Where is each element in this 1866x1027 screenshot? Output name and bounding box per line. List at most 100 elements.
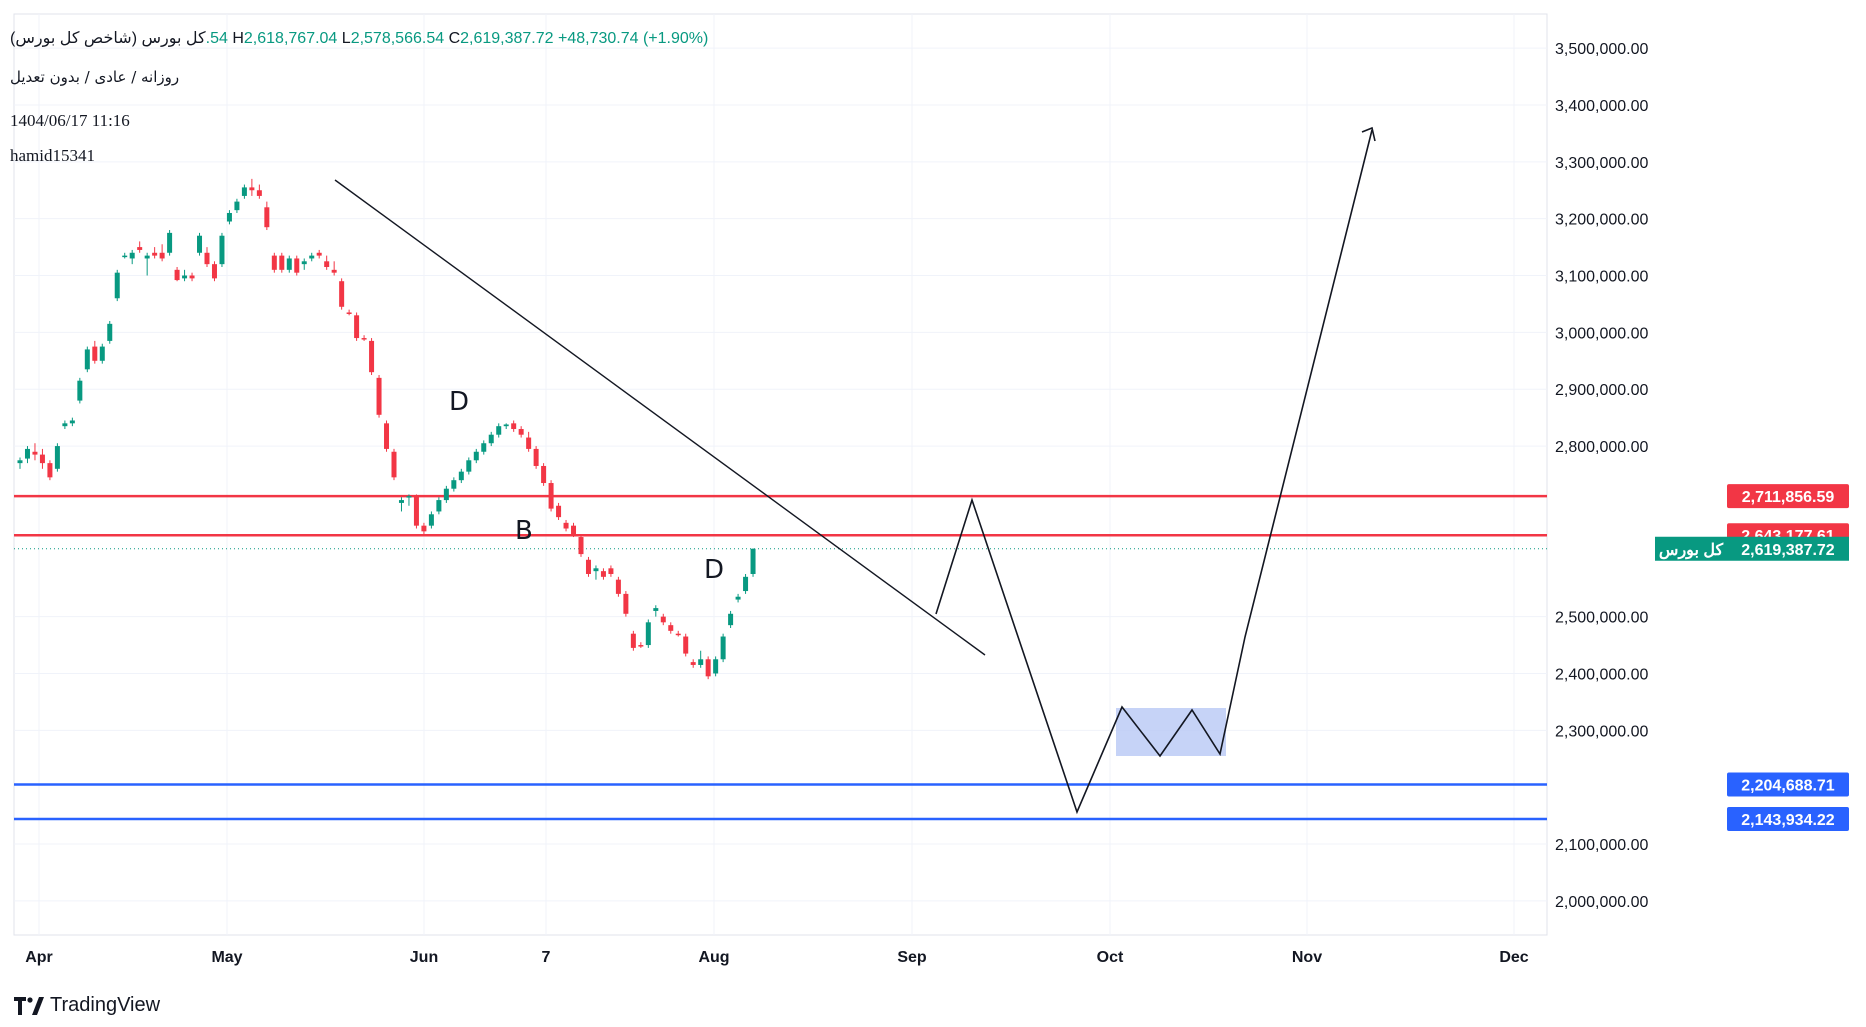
candle-body [211, 264, 217, 279]
candle [511, 420, 517, 432]
candle-body [638, 645, 644, 647]
candle [32, 443, 38, 461]
candle-body [488, 434, 494, 444]
candle [54, 443, 60, 472]
tradingview-logo[interactable]: TradingView [14, 994, 160, 1017]
candle-body [354, 315, 360, 339]
candle [623, 591, 629, 617]
candle-body [518, 429, 524, 435]
candle [518, 426, 524, 438]
price-tag-bg [1727, 484, 1849, 509]
candle-body [728, 613, 734, 626]
candle-body [339, 281, 345, 307]
candle [735, 593, 741, 603]
price-levels [14, 494, 1547, 821]
candle-body [458, 471, 464, 481]
y-tick-label: 3,000,000.00 [1555, 325, 1649, 342]
candle [211, 261, 217, 282]
candle-body [69, 420, 75, 424]
candle-body [77, 380, 83, 401]
candle [219, 232, 225, 267]
candle [361, 335, 367, 341]
candle [152, 247, 158, 259]
x-tick-label: Oct [1097, 949, 1124, 966]
last-price-value: 2,619,387.72 [1741, 542, 1835, 559]
x-tick-label: Aug [698, 949, 729, 966]
candle-body [99, 346, 105, 361]
candle-body [668, 625, 674, 631]
candle [294, 255, 300, 276]
candle [720, 633, 726, 663]
candle-body [279, 255, 285, 270]
candle [376, 375, 382, 418]
candle [563, 519, 569, 532]
candle [466, 457, 472, 475]
candle-body [256, 190, 262, 196]
candle [137, 241, 143, 253]
close-label: C [448, 30, 461, 47]
candle [384, 420, 390, 452]
candle-body [137, 247, 143, 250]
candle-body [743, 576, 749, 592]
last-price-value-bg [1727, 536, 1849, 561]
candle-body [369, 340, 375, 373]
candle-body [204, 252, 210, 265]
candle [698, 650, 704, 668]
candle [526, 431, 532, 452]
candle [630, 630, 636, 651]
candle-body [159, 252, 165, 259]
price-tag-label: 2,143,934.22 [1741, 812, 1835, 829]
candle-body [413, 496, 419, 526]
candle [339, 278, 345, 310]
username: hamid15341 [10, 146, 95, 165]
candle-body [660, 616, 666, 623]
candle [406, 494, 412, 506]
candle [451, 477, 457, 492]
candle [129, 249, 135, 265]
support-price-tag: 2,143,934.22 [1727, 807, 1849, 832]
candle-body [47, 463, 53, 478]
candle [585, 556, 591, 577]
candle [608, 565, 614, 577]
candle-body [331, 269, 337, 273]
candle [458, 468, 464, 484]
candle-body [182, 275, 188, 279]
open-fragment: ‎.54 [205, 30, 228, 47]
candle [503, 423, 509, 430]
arrow-head [1361, 126, 1376, 142]
price-tags: 2,711,856.592,643,177.612,204,688.712,14… [1655, 484, 1849, 832]
drawings [334, 126, 1376, 815]
candle-body [683, 636, 689, 654]
symbol-title[interactable]: کل بورس (شاخص کل بورس) [10, 30, 206, 47]
candle-body [421, 525, 427, 532]
candle-body [226, 212, 232, 222]
price-axis[interactable]: 3,500,000.00 3,400,000.00 3,300,000.00 3,20… [1555, 41, 1649, 911]
candle-body [600, 571, 606, 577]
y-tick-label: 2,000,000.00 [1555, 894, 1649, 911]
time-axis[interactable]: Apr May Jun 7 Aug Sep Oct Nov Dec [25, 949, 1529, 966]
candle [174, 266, 180, 282]
y-tick-label: 3,400,000.00 [1555, 98, 1649, 115]
candle-body [384, 423, 390, 449]
candle [69, 417, 75, 427]
change-value: +48,730.74 (+1.90%) [558, 30, 709, 47]
candle [189, 272, 195, 282]
candle [182, 269, 188, 282]
candle-body [271, 255, 277, 270]
candle [398, 497, 404, 512]
candle-body [241, 187, 247, 196]
y-tick-label: 2,500,000.00 [1555, 610, 1649, 627]
candle-body [144, 255, 150, 259]
candle-body [249, 187, 255, 191]
candle-body [32, 451, 38, 455]
candle-body [578, 537, 584, 555]
candle [421, 522, 427, 535]
candle [77, 377, 83, 404]
projected-path [935, 129, 1373, 815]
candle-body [24, 448, 30, 459]
high-label: H [232, 30, 244, 47]
candle [436, 497, 442, 515]
high-value: 2,618,767.04 [243, 30, 338, 47]
candle-body [316, 252, 322, 256]
